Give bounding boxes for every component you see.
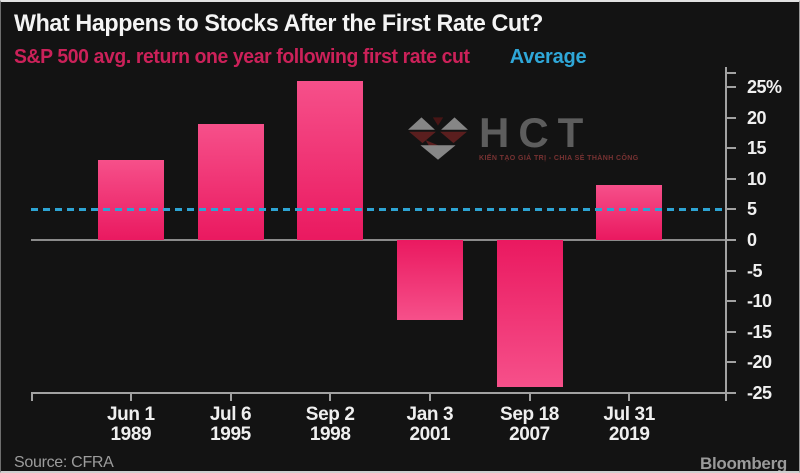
y-tick-25%	[725, 86, 736, 88]
x-tick	[428, 394, 431, 401]
y-tick-5	[725, 208, 736, 211]
y-tick-label: -20	[747, 352, 772, 373]
y-tick-label: 10	[747, 168, 767, 189]
average-dashed-line	[31, 208, 725, 212]
x-category-label: Sep 18 2007	[500, 404, 559, 445]
y-tick-label: -10	[747, 291, 772, 312]
x-category-label: Jan 3 2001	[406, 404, 454, 445]
y-tick-label: -5	[747, 260, 763, 281]
y-axis-line	[725, 67, 727, 394]
y-tick-label: 20	[747, 107, 767, 128]
x-category-label: Jul 31 2019	[603, 404, 655, 445]
y-tick-0	[725, 239, 736, 241]
x-category-label: Jun 1 1989	[107, 404, 155, 445]
x-axis-line	[31, 392, 727, 394]
x-category-label: Jul 6 1995	[209, 404, 252, 445]
hct-watermark-tagline: KIẾN TẠO GIÁ TRỊ - CHIA SẺ THÀNH CÔNG	[479, 155, 639, 162]
y-tick-label: -15	[747, 321, 772, 342]
y-tick-label: -25	[747, 383, 772, 403]
x-tick	[528, 394, 531, 401]
x-tick	[329, 394, 332, 401]
page-title: What Happens to Stocks After the First R…	[14, 10, 543, 37]
hct-watermark: HCT KIẾN TẠO GIÁ TRỊ - CHIA SẺ THÀNH CÔN…	[407, 109, 639, 163]
bar-Jul6-1995	[197, 123, 264, 240]
hct-diamond-logo-icon	[408, 117, 468, 160]
y-tick--25	[725, 392, 736, 394]
bar-Jun1-1989	[97, 160, 164, 240]
y-tick--15	[725, 330, 736, 333]
subtitle-row: S&P 500 avg. return one year following f…	[14, 46, 587, 69]
bar-Jul31-2019	[596, 184, 663, 240]
y-axis-end-tick	[725, 72, 736, 74]
hct-watermark-text-block: HCT KIẾN TẠO GIÁ TRỊ - CHIA SẺ THÀNH CÔN…	[479, 109, 639, 163]
bar-Sep2-1998	[297, 80, 364, 240]
y-tick-label: 15	[747, 138, 767, 159]
bar-Sep18-2007	[496, 240, 563, 387]
x-category-label: Sep 2 1998	[305, 404, 355, 445]
source-label: Source: CFRA	[14, 454, 114, 471]
y-tick--20	[725, 361, 736, 364]
x-tick	[129, 394, 132, 401]
legend-average-label: Average	[509, 46, 587, 68]
zero-axis-line	[31, 239, 725, 241]
y-tick-label: 25%	[747, 77, 782, 97]
x-tick	[229, 394, 232, 401]
y-tick-15	[725, 147, 736, 150]
y-tick--5	[725, 269, 736, 272]
y-tick-10	[725, 177, 736, 180]
hct-watermark-text: HCT	[479, 109, 593, 156]
bloomberg-logo: Bloomberg	[699, 454, 787, 473]
y-tick--10	[725, 300, 736, 303]
chart-subtitle: S&P 500 avg. return one year following f…	[14, 46, 470, 68]
y-tick-label: 0	[747, 230, 757, 250]
y-tick-20	[725, 116, 736, 119]
x-axis-left-end-tick	[31, 392, 33, 401]
y-tick-label: 5	[747, 199, 757, 220]
bar-Jan3-2001	[396, 240, 463, 320]
x-axis-right-end-tick	[725, 392, 727, 401]
x-tick	[628, 394, 631, 401]
